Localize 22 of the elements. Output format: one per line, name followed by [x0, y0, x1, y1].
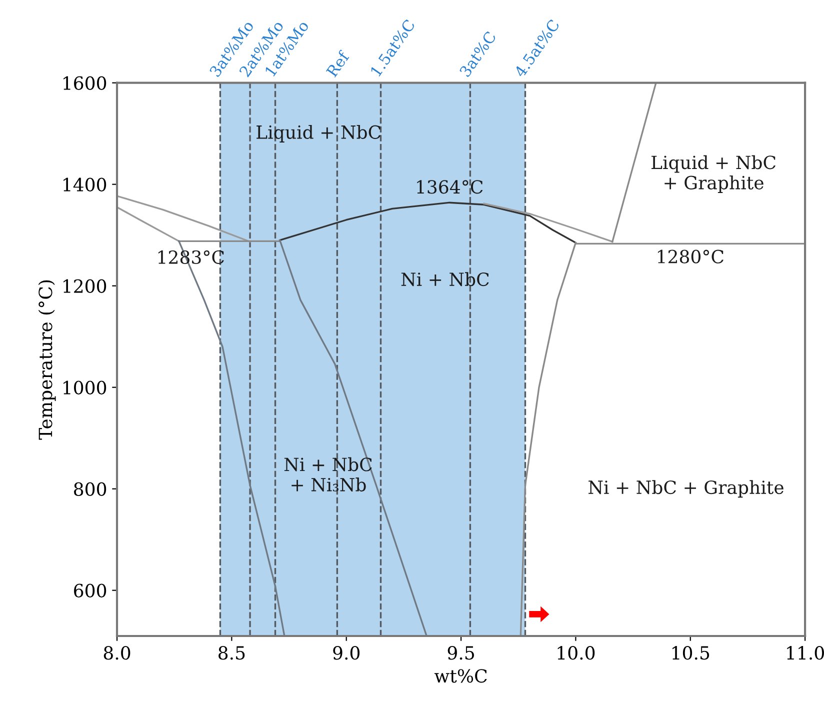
x-tick-label: 8.0 — [104, 646, 130, 660]
annotation: 1364°C — [417, 180, 483, 194]
x-tick-label: 9.0 — [333, 646, 360, 660]
annotation: Ni + NbC — [401, 272, 489, 286]
x-tick-label: 11.0 — [787, 646, 824, 660]
x-tick-label: 10.0 — [558, 646, 595, 660]
y-tick-label: 1600 — [64, 76, 106, 90]
annotation: Liquid + NbC + Graphite — [652, 155, 776, 193]
y-tick-label: 600 — [74, 584, 106, 598]
annotation: 1280°C — [658, 250, 724, 264]
annotation: Ni + NbC + Graphite — [588, 480, 784, 498]
y-tick-label: 1400 — [64, 178, 106, 192]
annotation: Liquid + NbC — [256, 124, 381, 142]
x-axis-title: wt%C — [434, 669, 487, 683]
y-tick-label: 800 — [74, 482, 106, 496]
annotation: Ni + NbC + Ni₃Nb — [284, 457, 372, 492]
y-axis-title: Temperature (°C) — [38, 280, 56, 440]
x-tick-label: 9.5 — [448, 646, 474, 660]
y-tick-label: 1000 — [64, 380, 106, 394]
x-tick-label: 10.5 — [672, 646, 710, 660]
y-tick-label: 1200 — [64, 279, 106, 293]
x-tick-label: 8.5 — [218, 646, 245, 660]
